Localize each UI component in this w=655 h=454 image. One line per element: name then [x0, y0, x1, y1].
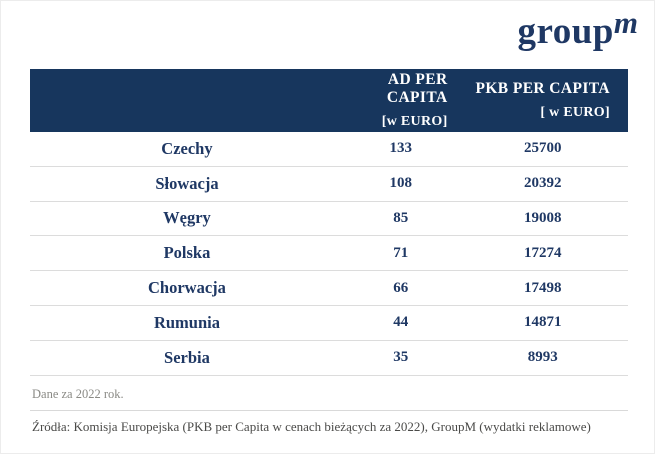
- table-row: Węgry 85 19008: [30, 202, 628, 237]
- table-row: Słowacja 108 20392: [30, 167, 628, 202]
- groupm-logo-text: group: [517, 11, 614, 52]
- ad-per-capita-cell: 66: [393, 279, 409, 296]
- ad-per-capita-header-label: AD PER CAPITA: [386, 71, 448, 106]
- ad-per-capita-cell: 35: [393, 349, 409, 366]
- pkb-per-capita-cell: 17498: [524, 279, 562, 296]
- footer-notes: Dane za 2022 rok. Źródła: Komisja Europe…: [30, 385, 628, 435]
- groupm-logo: groupm: [517, 7, 638, 50]
- pkb-per-capita-unit-label: [ w EURO]: [540, 105, 610, 120]
- pkb-per-capita-header-label: PKB PER CAPITA: [475, 80, 610, 97]
- pkb-per-capita-cell: 14871: [524, 314, 562, 331]
- table-row: Rumunia 44 14871: [30, 306, 628, 341]
- table-row: Polska 71 17274: [30, 236, 628, 272]
- pkb-per-capita-cell: 25700: [524, 140, 562, 157]
- data-table: AD PER CAPITA [w EURO] PKB PER CAPITA [ …: [30, 69, 628, 376]
- country-cell: Polska: [163, 243, 211, 263]
- ad-per-capita-cell: 71: [393, 244, 409, 261]
- ad-per-capita-unit-label: [w EURO]: [381, 114, 448, 129]
- pkb-per-capita-cell: 17274: [524, 244, 562, 261]
- footer-divider: [30, 410, 628, 411]
- ad-per-capita-cell: 85: [393, 209, 409, 226]
- pkb-per-capita-cell: 19008: [524, 209, 562, 226]
- sources-note: Źródła: Komisja Europejska (PKB per Capi…: [32, 419, 591, 434]
- country-cell: Czechy: [161, 138, 213, 158]
- country-cell: Rumunia: [153, 312, 220, 332]
- pkb-per-capita-cell: 8993: [527, 349, 558, 366]
- country-cell: Węgry: [163, 208, 211, 228]
- table-header: AD PER CAPITA [w EURO] PKB PER CAPITA [ …: [30, 69, 628, 132]
- ad-per-capita-cell: 44: [393, 314, 409, 331]
- header-pkb-per-capita: PKB PER CAPITA [ w EURO]: [458, 80, 628, 121]
- data-year-note: Dane za 2022 rok.: [32, 387, 124, 401]
- country-cell: Serbia: [164, 347, 210, 367]
- table-row: Chorwacja 66 17498: [30, 271, 628, 306]
- country-cell: Chorwacja: [148, 278, 226, 298]
- ad-per-capita-cell: 108: [389, 175, 412, 192]
- header-ad-per-capita: AD PER CAPITA [w EURO]: [344, 71, 458, 130]
- table-row: Serbia 35 8993: [30, 341, 628, 376]
- groupm-logo-m: m: [613, 5, 638, 40]
- country-cell: Słowacja: [155, 173, 219, 193]
- ad-per-capita-cell: 133: [389, 140, 412, 157]
- table-row: Czechy 133 25700: [30, 132, 628, 167]
- pkb-per-capita-cell: 20392: [524, 175, 562, 192]
